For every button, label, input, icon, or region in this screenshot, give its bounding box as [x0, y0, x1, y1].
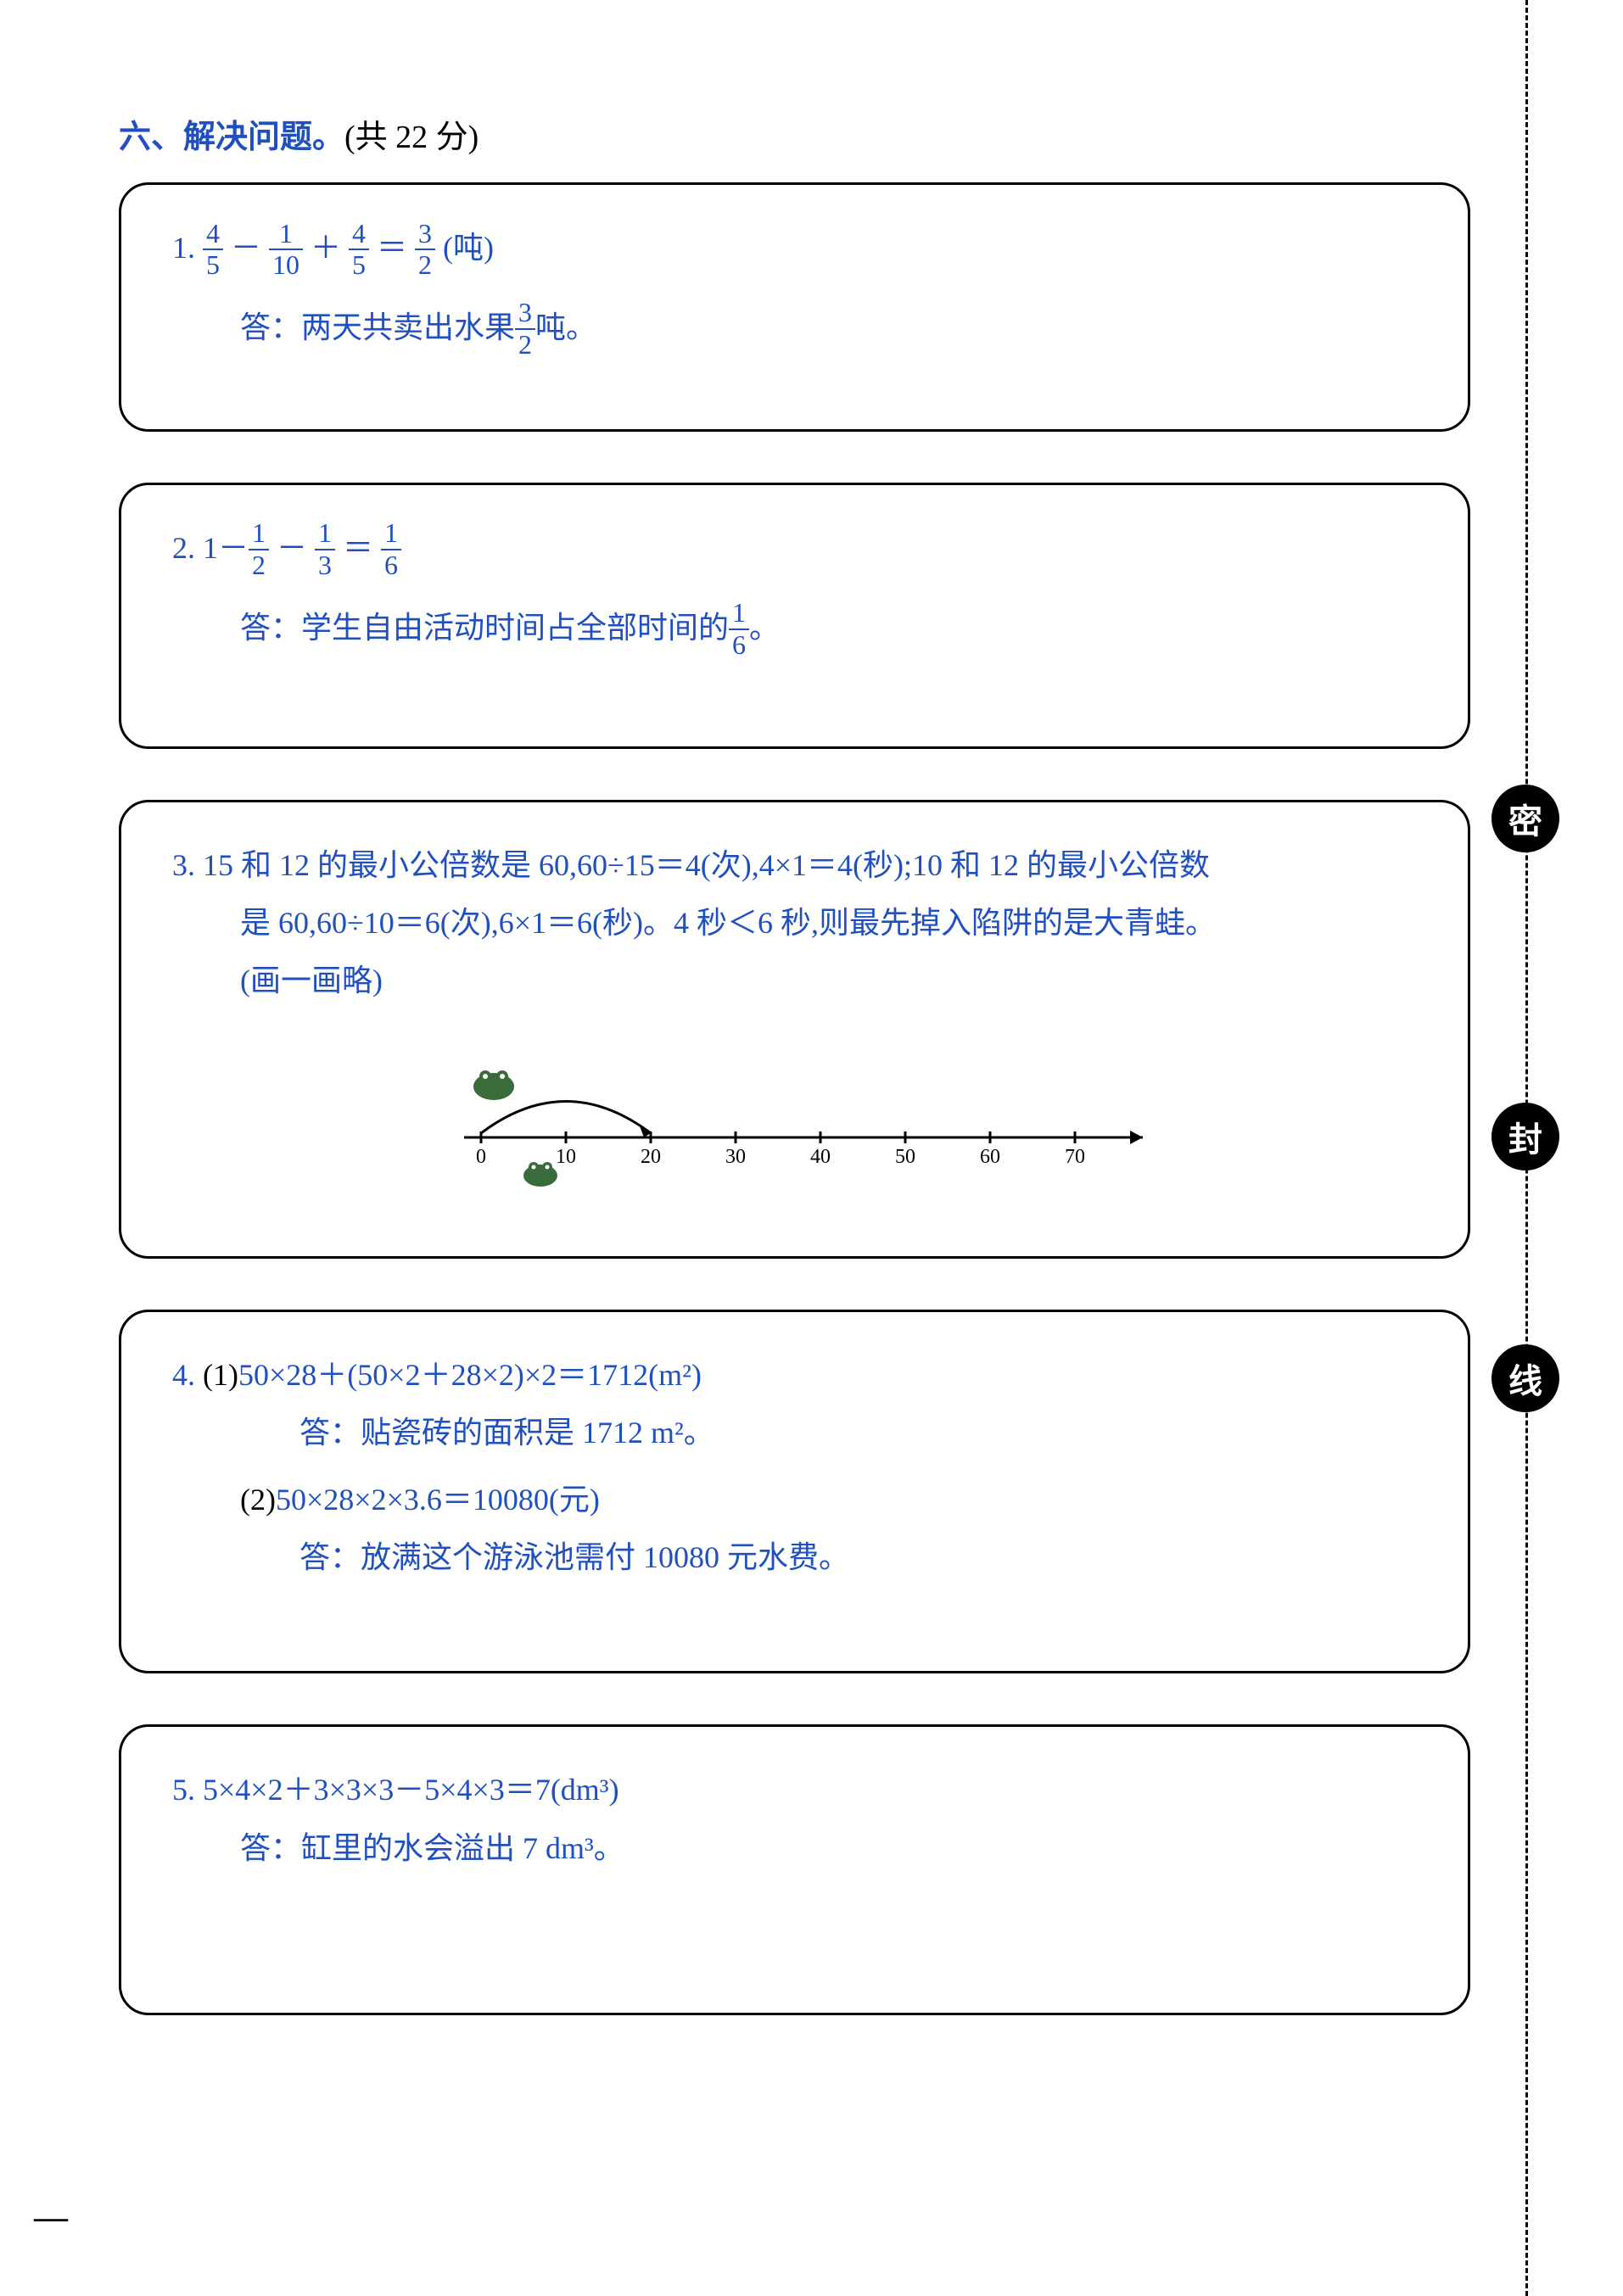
- question-2: 2. 1－12 － 13 ＝ 16 答：学生自由活动时间占全部时间的16。: [119, 483, 1470, 749]
- q4-p2-answer: 答：放满这个游泳池需付 10080 元水费。: [172, 1528, 1417, 1586]
- seal-badge-xian: 线: [1491, 1344, 1559, 1412]
- svg-text:30: 30: [725, 1146, 746, 1168]
- fraction: 12: [249, 518, 269, 579]
- question-3: 3. 15 和 12 的最小公倍数是 60,60÷15＝4(次),4×1＝4(秒…: [119, 800, 1470, 1259]
- svg-text:60: 60: [980, 1146, 1000, 1168]
- svg-text:70: 70: [1065, 1146, 1085, 1168]
- svg-text:40: 40: [810, 1146, 831, 1168]
- number-line-diagram: 0 10 20 30 40 50 60 70: [413, 1036, 1177, 1188]
- title-prefix: 六、解决问题。: [119, 120, 344, 155]
- q3-line1: 3. 15 和 12 的最小公倍数是 60,60÷15＝4(次),4×1＝4(秒…: [172, 836, 1417, 894]
- q4-p1-answer: 答：贴瓷砖的面积是 1712 m²。: [172, 1404, 1417, 1461]
- q4-num: 4.: [172, 1358, 195, 1392]
- fraction: 13: [315, 518, 335, 579]
- q2-num: 2.: [172, 531, 195, 565]
- q4-part1: 4. (1)50×28＋(50×2＋28×2)×2＝1712(m²): [172, 1346, 1417, 1404]
- q4-part2: (2)50×28×2×3.6＝10080(元): [172, 1471, 1417, 1528]
- fraction: 16: [381, 518, 401, 579]
- fraction: 45: [203, 219, 223, 280]
- svg-text:50: 50: [895, 1146, 915, 1168]
- q1-answer: 答：两天共卖出水果32吨。: [172, 299, 1417, 361]
- q1-num: 1.: [172, 231, 195, 265]
- q5-expr: 5. 5×4×2＋3×3×3－5×4×3＝7(dm³): [172, 1761, 1417, 1818]
- seal-line-strip: 密 封 线: [1487, 0, 1564, 2296]
- svg-text:20: 20: [641, 1146, 661, 1168]
- q3-line2: 是 60,60÷10＝6(次),6×1＝6(秒)。4 秒＜6 秒,则最先掉入陷阱…: [172, 894, 1417, 952]
- seal-badge-feng: 封: [1491, 1103, 1559, 1170]
- question-5: 5. 5×4×2＋3×3×3－5×4×3＝7(dm³) 答：缸里的水会溢出 7 …: [119, 1724, 1470, 2015]
- question-1: 1. 45 － 110 ＋ 45 ＝ 32 (吨) 答：两天共卖出水果32吨。: [119, 182, 1470, 432]
- fraction: 32: [415, 219, 435, 280]
- page-corner: —: [34, 2197, 68, 2237]
- svg-text:10: 10: [556, 1146, 576, 1168]
- q1-expr: 1. 45 － 110 ＋ 45 ＝ 32 (吨): [172, 219, 1417, 282]
- svg-text:0: 0: [476, 1146, 486, 1168]
- q2-answer: 答：学生自由活动时间占全部时间的16。: [172, 599, 1417, 662]
- fraction: 16: [729, 598, 749, 659]
- section-title: 六、解决问题。(共 22 分): [119, 110, 1470, 157]
- page: 六、解决问题。(共 22 分) 1. 45 － 110 ＋ 45 ＝ 32 (吨…: [0, 0, 1623, 2296]
- title-points: (共 22 分): [344, 120, 479, 155]
- q3-num: 3.: [172, 848, 195, 882]
- q2-expr: 2. 1－12 － 13 ＝ 16: [172, 519, 1417, 582]
- fraction: 110: [269, 219, 303, 280]
- q5-answer: 答：缸里的水会溢出 7 dm³。: [172, 1819, 1417, 1877]
- seal-badge-mi: 密: [1491, 785, 1559, 852]
- fraction: 45: [349, 219, 369, 280]
- question-4: 4. (1)50×28＋(50×2＋28×2)×2＝1712(m²) 答：贴瓷砖…: [119, 1310, 1470, 1674]
- fraction: 32: [515, 298, 535, 359]
- q5-num: 5.: [172, 1773, 195, 1807]
- q3-line3: (画一画略): [172, 952, 1417, 1009]
